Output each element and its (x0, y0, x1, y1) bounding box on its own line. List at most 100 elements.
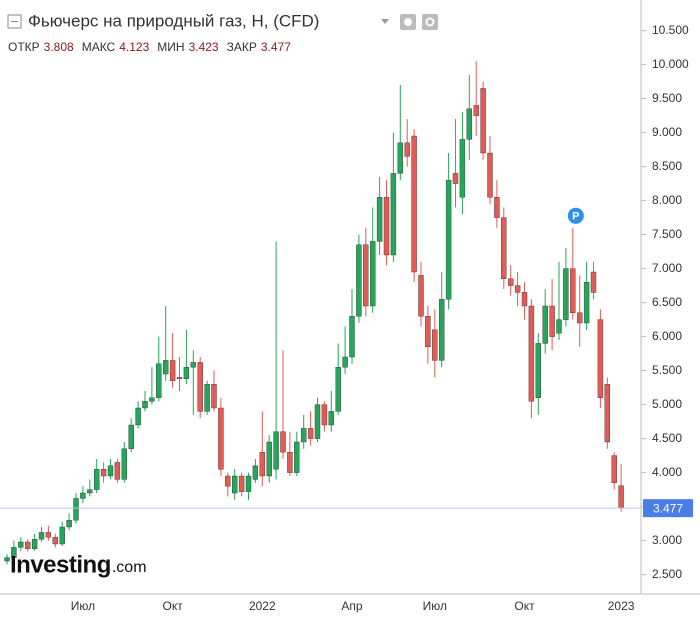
candle-body (349, 316, 355, 358)
candle-body (328, 411, 334, 426)
y-tick-label: 5.000 (652, 397, 682, 411)
logo: Investing (10, 551, 111, 578)
candle-body (273, 431, 279, 470)
candle-body (18, 541, 24, 548)
candle-body (169, 360, 176, 381)
candle-body (528, 305, 535, 402)
y-tick-label: 8.000 (652, 193, 682, 207)
candle-body (107, 465, 114, 477)
candle-body (542, 305, 548, 344)
y-tick-label: 2.500 (652, 567, 682, 581)
gear-icon[interactable] (422, 14, 438, 30)
candle-body (397, 142, 403, 174)
stat-value: 3.423 (189, 40, 219, 54)
candle-body (590, 271, 597, 293)
candle-body (162, 360, 169, 375)
candle-body (149, 397, 155, 402)
candle-body (80, 492, 86, 499)
logo-suffix: .com (112, 559, 147, 576)
plot (4, 61, 624, 565)
candle-body (314, 404, 321, 439)
candle-body (59, 526, 65, 545)
candle-body (411, 135, 417, 273)
settings-icon-dot (404, 18, 412, 26)
candle-body (445, 179, 452, 300)
last-price-label: 3.477 (653, 501, 683, 515)
candle-body (508, 278, 514, 286)
candle-body (618, 485, 624, 509)
candle-body (128, 424, 134, 449)
candle-body (418, 275, 424, 317)
candle-body (218, 407, 224, 470)
candle-body (280, 431, 286, 453)
candle-body (38, 532, 45, 540)
candle-body (31, 539, 38, 549)
candle-body (87, 489, 93, 494)
candle-body (487, 152, 493, 198)
dropdown-icon[interactable] (381, 19, 389, 24)
candle-body (211, 384, 217, 409)
x-tick-label: Окт (162, 599, 183, 613)
candle-body (190, 362, 197, 368)
x-tick-label: Июл (423, 599, 447, 613)
stat-label: ЗАКР (227, 40, 257, 54)
candle-body (266, 441, 272, 477)
candle-body (480, 88, 486, 154)
last-price-tag (643, 499, 693, 518)
candle-body (114, 462, 121, 480)
candle-body (466, 108, 472, 140)
x-tick-label: Окт (514, 599, 535, 613)
candle-body (4, 557, 10, 562)
y-tick-label: 7.500 (652, 227, 682, 241)
stat-value: 3.808 (44, 40, 74, 54)
candle-body (473, 105, 479, 116)
candle-body (452, 173, 459, 184)
candle-body (135, 407, 141, 426)
y-tick-label: 10.000 (652, 57, 689, 71)
candle-body (549, 305, 555, 337)
chart-title: Фьючерс на природный газ, H, (CFD) (28, 11, 319, 30)
candle-body (93, 469, 100, 490)
stat-value: 4.123 (119, 40, 149, 54)
candle-body (245, 475, 252, 492)
stat-label: МИН (157, 40, 184, 54)
candle-body (563, 268, 569, 320)
candle-body (287, 452, 293, 473)
candle-body (597, 319, 604, 399)
candle-body (183, 367, 190, 379)
stats: ОТКР 3.808 МАКС 4.123 МИН 3.423 ЗАКР 3.477 (8, 40, 291, 54)
y-tick-label: 5.500 (652, 363, 682, 377)
event-marker-label: P (572, 211, 579, 223)
candle-body (52, 537, 58, 545)
candle-body (570, 268, 576, 314)
candle-body (156, 363, 162, 398)
candle-body (45, 532, 52, 538)
candle-body (238, 475, 245, 492)
y-tick-label: 9.000 (652, 125, 682, 139)
candle-body (321, 404, 328, 426)
candle-body (307, 428, 314, 439)
event-marker (567, 207, 584, 224)
candle-body (121, 448, 128, 480)
candle-body (501, 217, 507, 280)
candle-body (383, 196, 390, 256)
candle-body (356, 244, 362, 317)
candle-body (425, 316, 431, 348)
collapse-icon[interactable] (7, 14, 22, 29)
candle-body (66, 520, 72, 528)
candle-body (611, 455, 617, 484)
y-tick-label: 6.500 (652, 295, 682, 309)
candle-body (556, 319, 562, 334)
candle-body (25, 541, 31, 549)
candle-body (577, 312, 583, 324)
y-tick-label: 7.000 (652, 261, 682, 275)
candle-body (301, 428, 307, 443)
gear-icon-ring (425, 17, 435, 27)
candle-body (252, 465, 259, 480)
candle-body (11, 547, 17, 558)
x-tick-label: Апр (341, 599, 363, 613)
candle-body (225, 475, 231, 487)
x-tick-label: 2023 (608, 599, 635, 613)
